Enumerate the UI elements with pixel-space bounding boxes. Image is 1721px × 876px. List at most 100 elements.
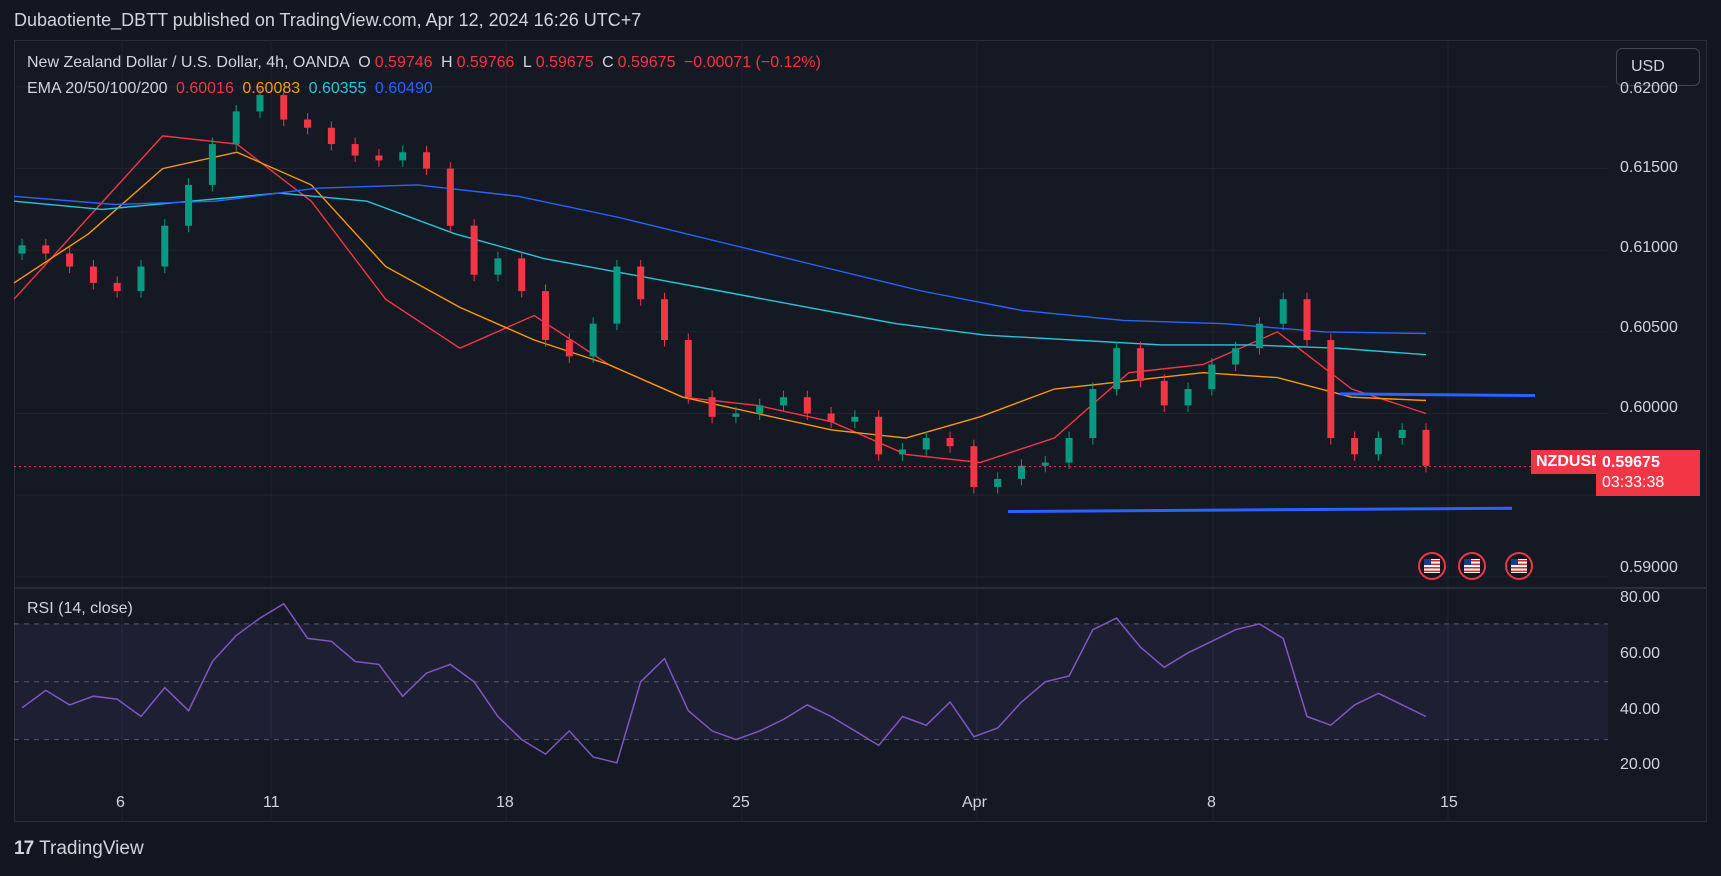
candle-body [113,282,121,292]
flag-stripe [1464,567,1480,569]
price-tick: 0.62000 [1620,80,1678,97]
rsi-band [14,623,1608,740]
last-price-box: 0.59675 03:33:38 [1596,450,1700,496]
rsi-label[interactable]: RSI (14, close) [27,600,133,617]
ema-line [13,184,1427,335]
rsi-tick: 60.00 [1620,645,1661,662]
ema-line [13,135,1427,464]
ema-line [13,151,1427,439]
close-value: 0.59675 [617,54,676,71]
candle-body [66,253,74,267]
flag-stripe [1511,563,1527,566]
us-event-flag-icon [1458,552,1486,580]
candle-body [42,245,50,254]
flag-stripe [1464,570,1480,573]
change-value: −0.00071 (−0.12%) [683,54,821,71]
candle-body [375,155,383,161]
candle-body [827,413,835,422]
ema20-value: 0.60016 [176,80,234,97]
flag-stripe [1511,570,1527,573]
candle-body [423,152,431,169]
candle-body [1017,465,1025,479]
price-tick: 0.60500 [1620,319,1678,336]
symbol-price-tag: NZDUSD [1531,450,1608,474]
flag-stripe [1424,563,1440,566]
candle-body [399,152,407,161]
candle-body [256,95,264,112]
publisher-caption: Dubaotiente_DBTT published on TradingVie… [14,9,642,30]
rsi-tick: 40.00 [1620,701,1661,718]
candle-body [470,225,478,275]
rsi-tick: 20.00 [1620,756,1661,773]
candle-body [18,245,26,254]
time-tick: 15 [1440,794,1458,811]
rsi-tick: 80.00 [1620,589,1661,606]
time-tick: 11 [263,794,280,811]
ema-label[interactable]: EMA 20/50/100/200 [27,80,168,97]
price-tick: 0.61000 [1620,239,1678,256]
price-tick: 0.60000 [1620,399,1678,416]
resistance-line [1339,392,1536,398]
time-tick: Apr [962,794,987,811]
brand-name: TradingView [39,838,144,859]
candle-body [589,323,597,357]
candle-body [684,340,692,398]
candle-body [1089,389,1097,439]
time-tick: 25 [732,794,750,811]
tradingview-logo-icon: 17 [14,838,34,859]
support-line [1007,506,1513,514]
time-tick: 6 [116,794,125,811]
candle-body [779,397,787,406]
symbol-title[interactable]: New Zealand Dollar / U.S. Dollar, 4h, OA… [27,54,350,71]
candle-body [327,127,335,145]
candle-body [851,416,859,422]
close-label: C [602,54,614,71]
candle-body [613,266,621,324]
flag-stripe [1511,567,1527,569]
candle-body [1255,323,1263,349]
low-label: L [522,54,532,71]
candle-body [351,144,359,156]
candle-body [161,225,169,267]
candle-body [89,266,97,283]
candle-body [137,266,145,292]
candle-body [518,258,526,292]
candle-body [1398,429,1406,439]
footer-brand[interactable]: 17 TradingView [14,838,144,860]
candle-body [661,299,669,341]
currency-button[interactable]: USD [1616,48,1700,86]
price-legend: New Zealand Dollar / U.S. Dollar, 4h, OA… [27,54,825,72]
candle-body [875,416,883,455]
candle-body [756,405,764,414]
flag-stripe [1424,567,1440,569]
candle-body [280,95,288,120]
open-value: 0.59746 [374,54,433,71]
flag-stripe [1424,570,1440,573]
candle-body [1303,299,1311,341]
candle-body [208,144,216,185]
candle-body [565,340,573,357]
candle-body [1113,348,1121,390]
candle-body [898,449,906,455]
candle-body [1279,299,1287,324]
high-label: H [441,54,453,71]
flag-canton [1424,559,1431,565]
candle-body [1160,380,1168,406]
ema-line [13,192,1427,356]
flag-canton [1464,559,1471,565]
candle-body [185,184,193,226]
flag-stripe [1464,560,1480,562]
candle-body [803,397,811,414]
last-price: 0.59675 [1602,454,1660,471]
ema100-value: 0.60355 [308,80,367,97]
candle-body [970,446,978,488]
price-tick: 0.61500 [1620,159,1678,176]
ema200-value: 0.60490 [374,80,433,97]
candle-body [1327,340,1335,439]
candle-body [1351,438,1359,455]
price-tick: 0.59000 [1620,559,1678,576]
candle-body [1184,389,1192,406]
candle-body [637,266,645,300]
candle-body [994,478,1002,488]
